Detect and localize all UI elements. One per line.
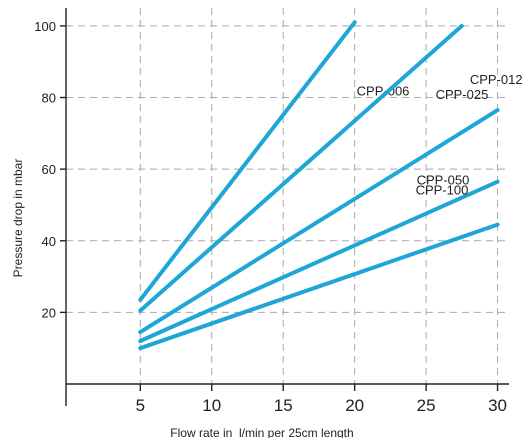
series-line-cpp-100: [138, 222, 500, 351]
series-line-cpp-012: [138, 23, 464, 313]
series-label-cpp-050: CPP-050: [417, 173, 470, 188]
y-axis-label: Pressure drop in mbar: [11, 159, 25, 278]
series-line-cpp-006: [138, 20, 357, 302]
x-tick-label: 15: [274, 396, 293, 415]
x-tick-label: 10: [202, 396, 221, 415]
series-label-cpp-025: CPP-025: [436, 87, 489, 102]
ticks: 20 40 60 80 100 5 10 15 20 25 30: [34, 19, 507, 415]
y-tick-label: 40: [42, 234, 56, 249]
y-tick-label: 100: [34, 19, 56, 34]
series-line-cpp-050: [138, 179, 500, 343]
x-axis-label: Flow rate in l/min per 25cm length: [170, 426, 353, 438]
x-tick-label: 30: [488, 396, 507, 415]
y-tick-label: 20: [42, 305, 56, 320]
y-tick-label: 80: [42, 91, 56, 106]
series-label-cpp-012: CPP-012: [470, 72, 522, 87]
y-tick-label: 60: [42, 162, 56, 177]
series-label-cpp-100: CPP-100: [416, 183, 469, 198]
series-line-cpp-025: [138, 108, 500, 335]
series-label-cpp-006: CPP-006: [357, 83, 410, 98]
x-tick-label: 25: [417, 396, 436, 415]
x-tick-label: 5: [136, 396, 145, 415]
x-tick-label: 20: [345, 396, 364, 415]
